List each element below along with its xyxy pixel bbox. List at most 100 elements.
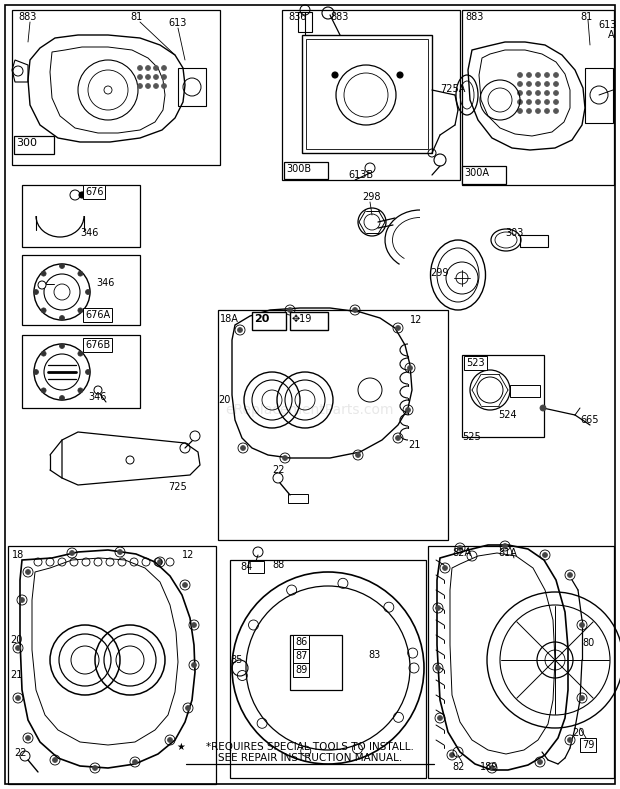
Text: 87: 87 (295, 651, 308, 661)
Circle shape (438, 716, 443, 720)
Bar (14, 136, 54, 154)
Circle shape (19, 597, 25, 603)
Text: 18A: 18A (220, 314, 239, 324)
Circle shape (182, 582, 187, 588)
Circle shape (536, 81, 541, 87)
Text: 613: 613 (168, 18, 187, 28)
Bar (290, 312, 328, 330)
Text: 12: 12 (182, 550, 195, 560)
Bar (22, 255, 140, 325)
Text: eReplacementParts.com: eReplacementParts.com (226, 403, 394, 417)
Circle shape (78, 308, 83, 313)
Text: 300: 300 (16, 138, 37, 148)
Circle shape (435, 665, 440, 671)
Circle shape (25, 570, 30, 574)
Text: 883: 883 (330, 12, 348, 22)
Text: 676A: 676A (85, 310, 110, 320)
Bar (12, 10, 220, 165)
Text: 21: 21 (408, 440, 420, 450)
Text: 81: 81 (580, 12, 592, 22)
Bar (462, 355, 544, 437)
Circle shape (443, 566, 448, 570)
Circle shape (526, 73, 531, 77)
Text: 525: 525 (462, 432, 480, 442)
Text: ✥19: ✥19 (292, 314, 312, 324)
Circle shape (78, 271, 83, 276)
Text: 20: 20 (572, 728, 585, 738)
Text: 80: 80 (582, 638, 594, 648)
Circle shape (518, 81, 523, 87)
Circle shape (544, 73, 549, 77)
Text: 346: 346 (88, 392, 107, 402)
Circle shape (580, 695, 585, 701)
Circle shape (60, 264, 64, 268)
Circle shape (167, 738, 172, 742)
Text: 18: 18 (12, 550, 24, 560)
Circle shape (60, 395, 64, 401)
Circle shape (185, 705, 190, 711)
Bar (462, 10, 614, 185)
Circle shape (241, 446, 246, 451)
Circle shape (518, 73, 523, 77)
Text: SEE REPAIR INSTRUCTION MANUAL.: SEE REPAIR INSTRUCTION MANUAL. (218, 753, 402, 764)
Circle shape (544, 109, 549, 114)
Circle shape (33, 369, 38, 375)
Circle shape (78, 388, 83, 393)
Circle shape (407, 365, 412, 371)
Circle shape (118, 549, 123, 555)
Circle shape (16, 645, 20, 650)
Text: 20: 20 (218, 395, 231, 405)
Circle shape (536, 99, 541, 104)
Circle shape (146, 84, 151, 88)
Circle shape (526, 81, 531, 87)
Text: 79: 79 (582, 740, 595, 750)
Circle shape (283, 455, 288, 461)
Circle shape (450, 753, 454, 757)
Circle shape (526, 109, 531, 114)
Circle shape (518, 99, 523, 104)
Circle shape (79, 192, 85, 198)
Circle shape (526, 99, 531, 104)
Circle shape (33, 290, 38, 294)
Circle shape (133, 760, 138, 765)
Text: 81A: 81A (498, 548, 517, 558)
Circle shape (138, 84, 143, 88)
Text: 21: 21 (10, 670, 22, 680)
Circle shape (86, 369, 91, 375)
Circle shape (580, 623, 585, 627)
Circle shape (41, 271, 46, 276)
Text: 189: 189 (480, 762, 498, 772)
Text: 81: 81 (130, 12, 142, 22)
Circle shape (542, 552, 547, 558)
Text: 836: 836 (288, 12, 306, 22)
Circle shape (332, 72, 338, 78)
Circle shape (567, 573, 572, 578)
Circle shape (161, 65, 167, 70)
Circle shape (41, 351, 46, 356)
Text: 613B: 613B (348, 170, 373, 180)
Bar (218, 310, 448, 540)
Bar (284, 162, 328, 179)
Text: 20: 20 (254, 314, 269, 324)
Circle shape (536, 73, 541, 77)
Circle shape (190, 431, 200, 441)
Text: 676B: 676B (85, 340, 110, 350)
Bar (298, 12, 312, 32)
Circle shape (92, 765, 97, 771)
Text: 12: 12 (410, 315, 422, 325)
Bar (585, 68, 613, 123)
Circle shape (518, 91, 523, 95)
Circle shape (544, 81, 549, 87)
Bar (282, 10, 460, 180)
Bar (428, 546, 614, 778)
Circle shape (536, 109, 541, 114)
Circle shape (544, 91, 549, 95)
Bar (248, 561, 264, 573)
Text: 346: 346 (96, 278, 114, 288)
Text: ★: ★ (177, 742, 185, 752)
Circle shape (518, 109, 523, 114)
Bar (178, 68, 206, 106)
Circle shape (544, 99, 549, 104)
Text: 88: 88 (272, 560, 284, 570)
Text: 613: 613 (598, 20, 616, 30)
